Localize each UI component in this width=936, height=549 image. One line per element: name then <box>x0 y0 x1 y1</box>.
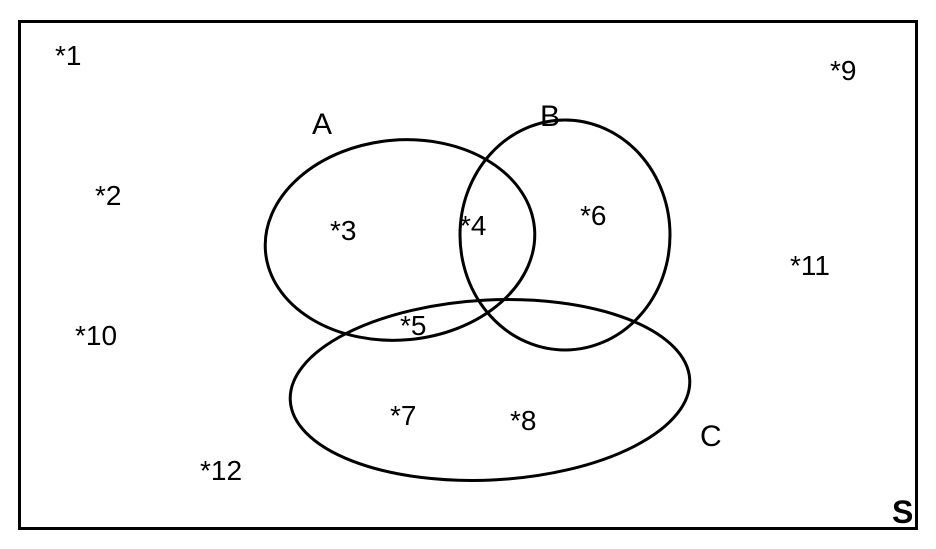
point-p4: *4 <box>460 210 486 242</box>
point-p9: *9 <box>830 55 856 87</box>
set-b-label: B <box>540 100 560 134</box>
set-b-ellipse <box>460 120 670 350</box>
point-p1: *1 <box>55 40 81 72</box>
point-p2: *2 <box>95 180 121 212</box>
set-c-label: C <box>700 420 722 454</box>
point-p3: *3 <box>330 215 356 247</box>
point-p5: *5 <box>400 310 426 342</box>
set-a-label: A <box>312 108 332 142</box>
universal-set-label: S <box>892 494 913 531</box>
point-p8: *8 <box>510 405 536 437</box>
set-c-ellipse <box>286 290 695 491</box>
point-p7: *7 <box>390 400 416 432</box>
point-p11: *11 <box>790 250 830 282</box>
point-p12: *12 <box>200 455 242 487</box>
point-p10: *10 <box>75 320 117 352</box>
point-p6: *6 <box>580 200 606 232</box>
